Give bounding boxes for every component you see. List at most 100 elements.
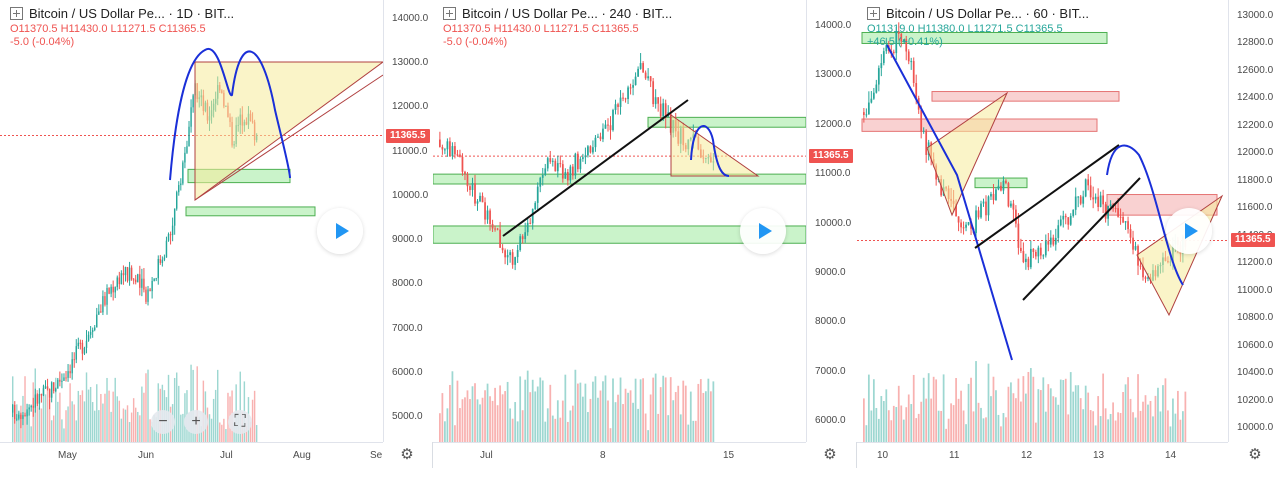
chart-panel-1d[interactable]: Bitcoin / US Dollar Pe... · 1D · BIT... …: [0, 0, 433, 468]
candle-body: [118, 277, 121, 285]
play-button[interactable]: [1166, 208, 1212, 254]
volume-bar: [1022, 376, 1025, 442]
candle-body: [85, 340, 88, 348]
price-axis-240[interactable]: 14000.0 13000.0 12000.0 11000.0 10000.0 9000.…: [806, 0, 857, 442]
candle-body: [561, 164, 564, 179]
volume-bar: [46, 387, 49, 442]
price-tick: 8000.0: [815, 316, 846, 328]
candle-body: [71, 359, 73, 374]
candle-body: [1010, 203, 1012, 207]
volume-bar: [1039, 390, 1042, 442]
candle-body: [1099, 195, 1102, 207]
candle-body: [55, 388, 57, 392]
volume-bar: [952, 405, 955, 442]
price-tick: 12000.0: [1237, 147, 1274, 159]
volume-bar: [200, 426, 203, 442]
candle-body: [173, 208, 176, 226]
volume-bar: [544, 421, 547, 442]
close-value: C11365.5: [158, 23, 206, 35]
plot-area-240[interactable]: Bitcoin / US Dollar Pe... · 240 · BIT...…: [433, 0, 806, 442]
volume-bar: [469, 399, 471, 442]
volume-bar: [32, 382, 34, 442]
volume-bar: [145, 373, 147, 442]
volume-bar: [69, 383, 71, 442]
volume-bar: [1179, 419, 1182, 442]
candle-body: [579, 158, 582, 170]
candle-body: [59, 379, 61, 382]
time-axis-240[interactable]: Jul 8 15: [433, 442, 806, 469]
expand-icon[interactable]: [443, 7, 456, 20]
play-button[interactable]: [317, 208, 363, 254]
candle-body: [1057, 225, 1060, 238]
volume-bar: [619, 377, 622, 442]
chart-panel-60[interactable]: Bitcoin / US Dollar Pe... · 60 · BIT... …: [857, 0, 1284, 468]
volume-bar: [516, 421, 519, 442]
volume-bar: [1005, 417, 1007, 442]
candle-body: [566, 172, 569, 181]
zoom-in-button[interactable]: +: [184, 410, 208, 434]
volume-bar: [1117, 412, 1119, 442]
plot-area-60[interactable]: Bitcoin / US Dollar Pe... · 60 · BIT... …: [857, 0, 1228, 442]
candle-body: [81, 342, 84, 354]
fullscreen-button[interactable]: ⛶: [228, 410, 252, 434]
volume-bar: [1132, 412, 1134, 442]
candle-body: [1109, 204, 1112, 207]
chart-panel-240[interactable]: Bitcoin / US Dollar Pe... · 240 · BIT...…: [433, 0, 857, 468]
settings-gear-icon[interactable]: ⚙: [1248, 446, 1262, 463]
volume-bar: [910, 404, 913, 442]
time-tick: 15: [723, 450, 735, 461]
plot-area-1d[interactable]: Bitcoin / US Dollar Pe... · 1D · BIT... …: [0, 0, 383, 442]
candle-body: [657, 97, 660, 104]
settings-gear-icon[interactable]: ⚙: [400, 446, 414, 463]
volume-bar: [1074, 385, 1077, 442]
volume-bar: [912, 374, 915, 442]
settings-gear-icon[interactable]: ⚙: [823, 446, 837, 463]
volume-bar: [932, 376, 935, 442]
ohlc-values: O11370.5 H11430.0 L11271.5 C11365.5: [10, 23, 234, 35]
candle-body: [612, 109, 614, 131]
candle-body: [155, 278, 157, 280]
volume-bar: [36, 390, 39, 442]
candle-body: [50, 382, 53, 398]
candle-body: [531, 209, 534, 224]
price-axis-1d[interactable]: 14000.0 13000.0 12000.0 11000.0 10000.0 9000.…: [383, 0, 433, 442]
candle-body: [1092, 197, 1095, 200]
volume-bar: [571, 405, 574, 442]
candle-body: [509, 252, 512, 256]
volume-bar: [102, 403, 104, 442]
volume-bar: [1172, 398, 1174, 442]
candle-body: [1104, 204, 1107, 219]
price-tick: 10800.0: [1237, 312, 1274, 324]
price-axis-60[interactable]: 13000.0 12800.0 12600.0 12400.0 12200.0 12000…: [1228, 0, 1284, 442]
volume-bar: [985, 417, 987, 442]
volume-bar: [118, 400, 121, 442]
time-axis-1d[interactable]: May Jun Jul Aug Se: [0, 442, 383, 469]
volume-bar: [980, 407, 982, 442]
volume-bar: [255, 425, 258, 442]
support-resistance-zone: [647, 116, 806, 128]
candle-body: [1020, 247, 1022, 252]
zoom-out-button[interactable]: −: [151, 410, 175, 434]
time-axis-60[interactable]: 10 11 12 13 14: [857, 442, 1228, 469]
volume-bar: [524, 379, 527, 442]
candle-body: [1124, 221, 1127, 223]
volume-bar: [930, 398, 933, 442]
expand-icon[interactable]: [10, 7, 23, 20]
volume-bar: [664, 377, 667, 442]
volume-bar: [1089, 410, 1092, 442]
candle-body: [619, 97, 622, 107]
volume-bar: [1012, 393, 1015, 442]
candle-body: [104, 296, 106, 305]
volume-bar: [682, 380, 685, 442]
candle-body: [1129, 229, 1132, 238]
candle-body: [89, 332, 92, 335]
price-tick: 12400.0: [1237, 92, 1274, 104]
volume-bar: [877, 418, 880, 442]
candle-body: [471, 183, 474, 191]
play-button[interactable]: [740, 208, 786, 254]
candle-body: [965, 224, 967, 228]
candle-body: [1134, 246, 1137, 250]
volume-bar: [566, 421, 569, 442]
candle-body: [1054, 237, 1057, 245]
expand-icon[interactable]: [867, 7, 880, 20]
